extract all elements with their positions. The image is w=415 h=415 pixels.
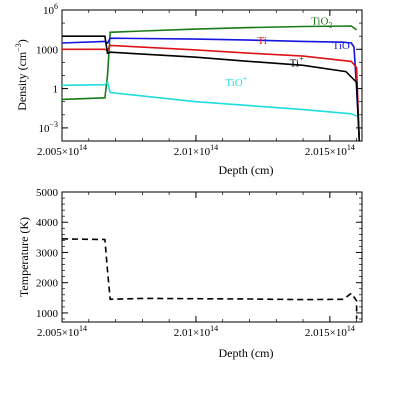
- temperature-tick-labels: 2.005×1014 2.01×1014 2.015×1014 1000 2000 300…: [36, 187, 355, 339]
- density-y-axis-label-text: Density (cm: [15, 51, 29, 111]
- density-tick-labels: 2.005×1014 2.01×1014 2.015×1014 106 1000 1 10−…: [36, 2, 355, 158]
- density-x-tick-label: 2.01×1014: [174, 143, 218, 158]
- density-series: [62, 25, 361, 141]
- density-series-label-4: TiO+: [225, 74, 247, 89]
- density-y-tick-label: 1: [53, 84, 59, 96]
- density-series-line-1: [62, 37, 361, 141]
- density-y-tick-label: 10−3: [38, 120, 58, 135]
- density-x-tick-label: 2.015×1014: [305, 143, 355, 158]
- density-series-line-4: [62, 80, 357, 117]
- density-series-line-0: [62, 25, 358, 101]
- temperature-y-tick-label: 5000: [36, 187, 59, 199]
- density-y-tick-label: 106: [43, 2, 58, 17]
- temperature-x-tick-label: 2.01×1014: [174, 324, 218, 339]
- density-series-line-3: [62, 35, 361, 141]
- density-series-label-3: Ti+: [290, 54, 304, 69]
- density-y-tick-label: 1000: [36, 44, 59, 56]
- density-x-axis-label: Depth (cm): [219, 163, 274, 177]
- density-series-label-1: TiO: [333, 40, 350, 52]
- density-series-label-0: TiO2: [311, 15, 332, 29]
- density-y-axis-label: Density (cm−3): [14, 39, 29, 111]
- temperature-plot-frame: [61, 191, 363, 323]
- temperature-y-tick-label: 3000: [36, 247, 59, 259]
- temperature-y-tick-label: 2000: [36, 278, 59, 290]
- temperature-panel: 2.005×1014 2.01×1014 2.015×1014 1000 2000 300…: [17, 187, 363, 360]
- density-y-axis-label-sup: −3: [14, 43, 23, 52]
- temperature-y-tick-label: 1000: [36, 308, 59, 320]
- temperature-series: [62, 238, 358, 319]
- temperature-y-axis-label: Temperature (K): [17, 217, 31, 297]
- temperature-x-tick-label: 2.015×1014: [305, 324, 355, 339]
- density-series-line-2: [62, 44, 361, 141]
- temperature-series-line-0: [62, 238, 358, 319]
- temperature-x-axis-label: Depth (cm): [219, 346, 274, 360]
- temperature-y-tick-label: 4000: [36, 217, 59, 229]
- density-x-tick-label: 2.005×1014: [37, 143, 87, 158]
- temperature-ticks: [61, 191, 362, 322]
- density-y-axis-label-close: ): [15, 39, 29, 43]
- density-series-label-2: Ti: [258, 35, 267, 47]
- temperature-x-tick-label: 2.005×1014: [37, 324, 87, 339]
